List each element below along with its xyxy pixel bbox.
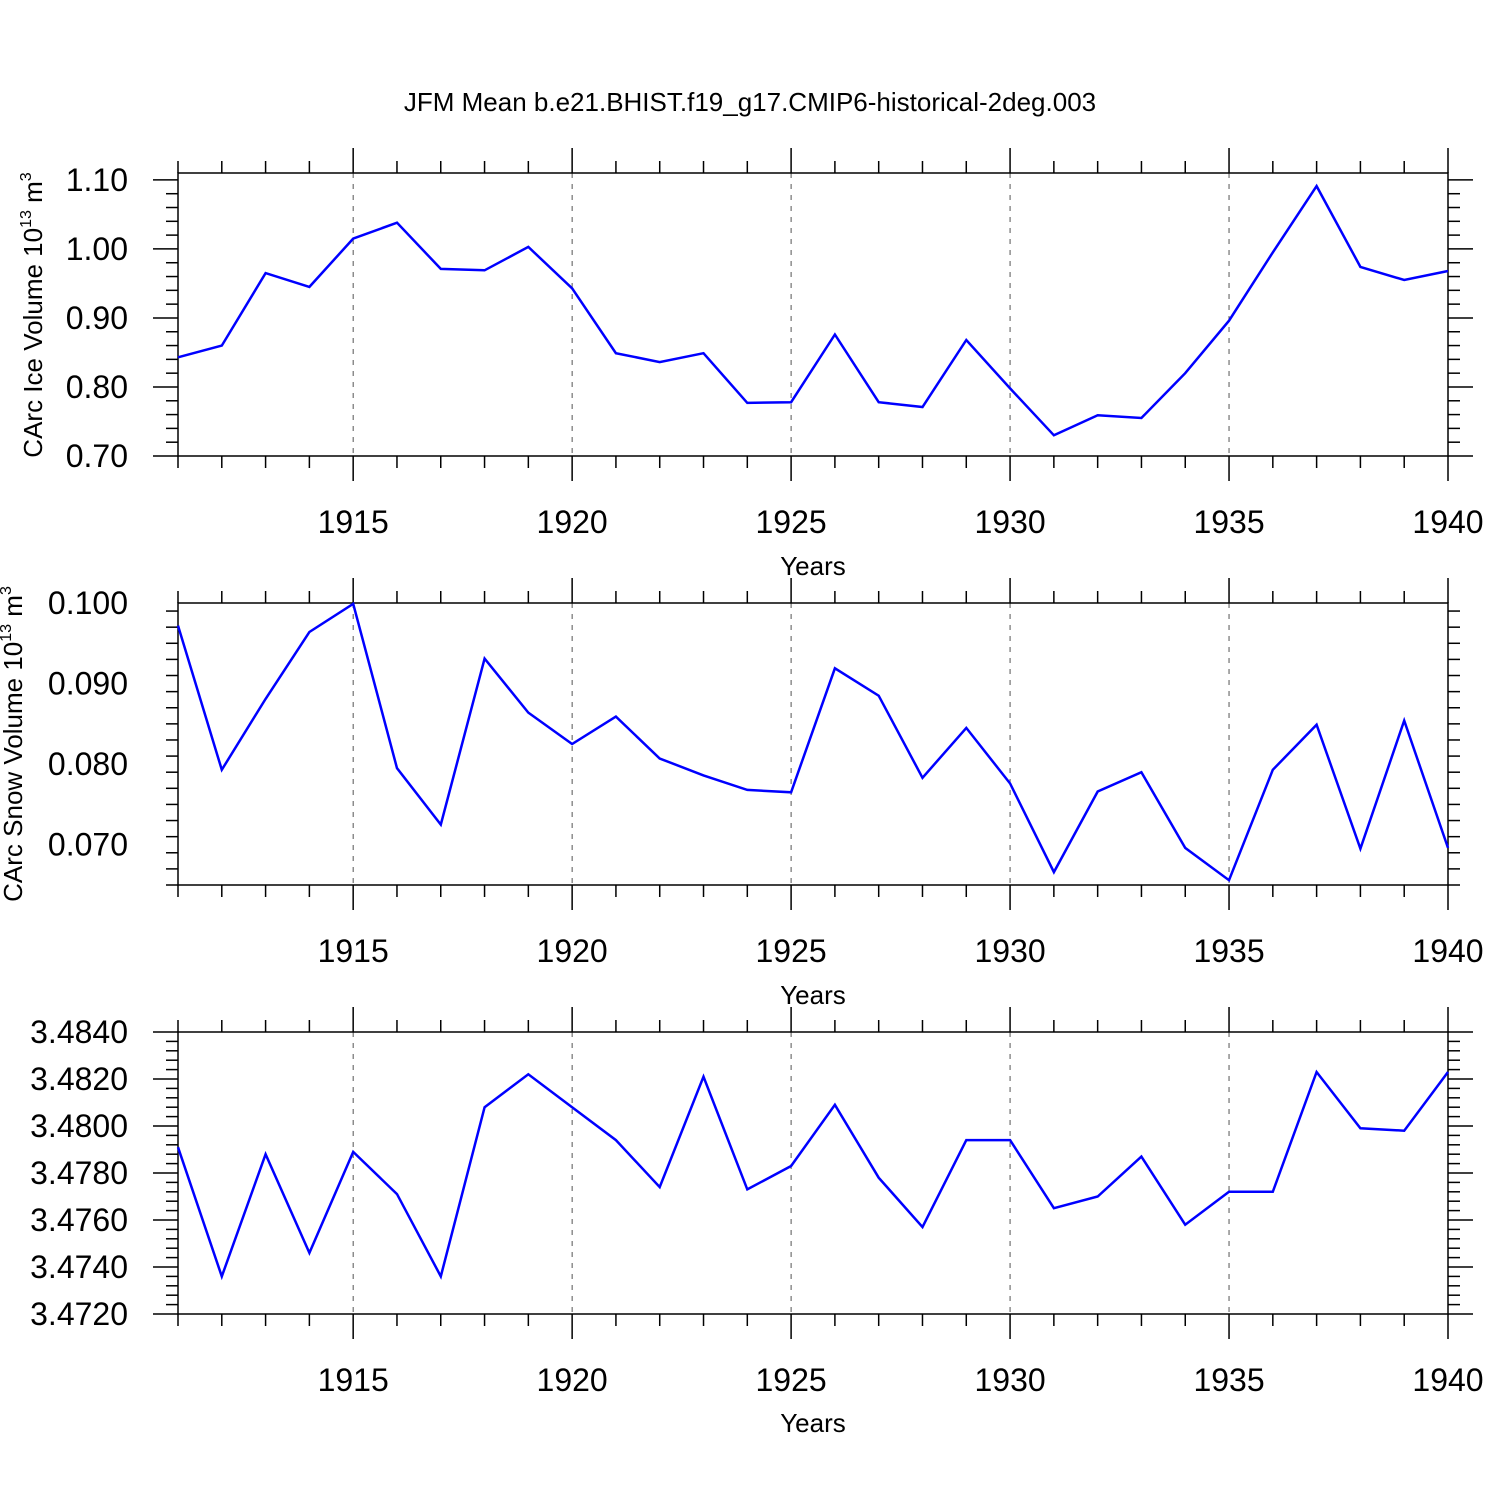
chart-title: JFM Mean b.e21.BHIST.f19_g17.CMIP6-histo… xyxy=(404,87,1096,117)
y-tick-label: 3.4760 xyxy=(30,1202,128,1238)
x-axis-title: Years xyxy=(780,980,846,1010)
y-axis-title: CArc Ice Volume 1013 m3 xyxy=(18,172,48,457)
x-axis-title: Years xyxy=(780,551,846,581)
y-tick-label: 0.90 xyxy=(66,300,128,336)
y-tick-label: 3.4840 xyxy=(30,1014,128,1050)
x-tick-label: 1930 xyxy=(974,1362,1045,1398)
x-tick-label: 1920 xyxy=(537,933,608,969)
series-line xyxy=(176,1069,1450,1281)
y-tick-label: 0.70 xyxy=(66,438,128,474)
series-line xyxy=(176,601,1450,883)
x-tick-label: 1935 xyxy=(1193,933,1264,969)
x-tick-label: 1925 xyxy=(756,933,827,969)
x-tick-label: 1935 xyxy=(1193,504,1264,540)
x-tick-label: 1925 xyxy=(756,1362,827,1398)
y-tick-label: 3.4740 xyxy=(30,1249,128,1285)
y-tick-label: 0.070 xyxy=(48,827,128,863)
y-tick-label: 1.10 xyxy=(66,162,128,198)
plot-frame xyxy=(177,602,1449,886)
panel-ice-area: 1915 1920 1925 1930 1935 1940 Years 3.4720 3.474… xyxy=(30,1007,1484,1438)
x-tick-label: 1935 xyxy=(1193,1362,1264,1398)
y-tick-label: 3.4780 xyxy=(30,1155,128,1191)
x-tick-label: 1925 xyxy=(756,504,827,540)
y-tick-label: 0.80 xyxy=(66,369,128,405)
y-tick-label: 3.4800 xyxy=(30,1108,128,1144)
x-axis-title: Years xyxy=(780,1408,846,1438)
x-tick-label: 1920 xyxy=(537,504,608,540)
x-tick-label: 1940 xyxy=(1412,504,1483,540)
y-axis-title: CArc Snow Volume 1013 m3 xyxy=(0,586,28,902)
x-tick-label: 1940 xyxy=(1412,933,1483,969)
panel-snow-volume: 1915 1920 1925 1930 1935 1940 Years 0.070 0.080 0… xyxy=(0,578,1484,1010)
x-tick-label: 1930 xyxy=(974,933,1045,969)
series-line xyxy=(177,183,1449,437)
panel-ice-volume: 1915 1920 1925 1930 1935 1940 Years 0.70 0.80 0.9… xyxy=(18,148,1484,581)
y-tick-label: 1.00 xyxy=(66,231,128,267)
y-tick-label: 3.4820 xyxy=(30,1061,128,1097)
x-tick-label: 1915 xyxy=(318,933,389,969)
x-tick-label: 1915 xyxy=(318,1362,389,1398)
x-tick-label: 1940 xyxy=(1412,1362,1483,1398)
x-tick-label: 1930 xyxy=(974,504,1045,540)
x-tick-label: 1920 xyxy=(537,1362,608,1398)
y-tick-label: 0.100 xyxy=(48,585,128,621)
plot-frame xyxy=(177,1031,1449,1315)
y-tick-label: 0.090 xyxy=(48,666,128,702)
y-tick-label: 3.4720 xyxy=(30,1296,128,1332)
y-tick-label: 0.080 xyxy=(48,746,128,782)
plot-frame xyxy=(177,172,1449,457)
x-tick-label: 1915 xyxy=(318,504,389,540)
